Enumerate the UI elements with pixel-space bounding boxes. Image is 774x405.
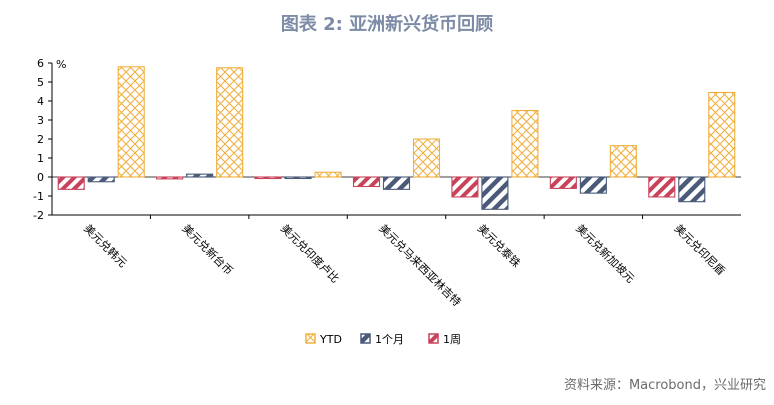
x-category-label: 美元兑印度卢比 — [278, 221, 342, 285]
y-tick-label: 4 — [37, 95, 44, 108]
bar-1周-3 — [352, 176, 381, 188]
x-category-label: 美元兑泰铢 — [475, 221, 524, 270]
bar-1个月-4 — [481, 176, 509, 210]
bar-1个月-5 — [579, 176, 607, 194]
y-tick-label: -1 — [33, 190, 44, 203]
y-tick-label: 2 — [37, 133, 44, 146]
bar-1周-4 — [451, 176, 479, 198]
x-category-label: 美元兑印尼盾 — [672, 221, 729, 278]
bar-1个月-0 — [87, 176, 115, 183]
chart-title: 图表 2: 亚洲新兴货币回顾 — [280, 14, 494, 35]
legend-label: 1周 — [443, 333, 461, 346]
legend-swatch-YTD — [305, 333, 316, 344]
x-category-label: 美元兑马来西亚林吉特 — [376, 221, 464, 309]
bar-1周-6 — [648, 176, 676, 198]
legend-swatch-1周 — [428, 333, 439, 344]
y-tick-label: 0 — [37, 171, 44, 184]
source-note: 资料来源：Macrobond，兴业研究 — [563, 378, 766, 393]
bar-YTD-0 — [117, 66, 145, 178]
bar-YTD-3 — [412, 138, 441, 178]
bar-1个月-6 — [678, 176, 706, 203]
bar-1周-1 — [156, 176, 184, 180]
legend-label: 1个月 — [375, 333, 404, 346]
bar-1周-5 — [549, 176, 577, 189]
x-category-label: 美元兑韩元 — [81, 221, 130, 270]
bar-YTD-4 — [511, 109, 539, 178]
x-category-label: 美元兑新加坡元 — [573, 221, 637, 285]
y-tick-label: 6 — [37, 57, 44, 70]
y-tick-label: -2 — [33, 209, 44, 222]
legend-swatch-1个月 — [360, 333, 371, 344]
bar-YTD-5 — [609, 145, 637, 178]
bar-YTD-6 — [708, 91, 736, 178]
x-category-label: 美元兑新台币 — [180, 221, 237, 278]
bar-1周-2 — [254, 176, 282, 180]
bar-YTD-1 — [216, 67, 244, 178]
legend-label: YTD — [319, 333, 342, 346]
y-tick-label: 3 — [37, 114, 44, 127]
bar-1个月-1 — [186, 173, 214, 178]
y-tick-label: 1 — [37, 152, 44, 165]
bar-YTD-2 — [314, 171, 342, 178]
bar-1个月-2 — [284, 176, 312, 180]
y-tick-label: 5 — [37, 76, 44, 89]
y-unit-label: % — [56, 58, 66, 71]
bar-1周-0 — [57, 176, 85, 190]
bar-1个月-3 — [382, 176, 411, 190]
